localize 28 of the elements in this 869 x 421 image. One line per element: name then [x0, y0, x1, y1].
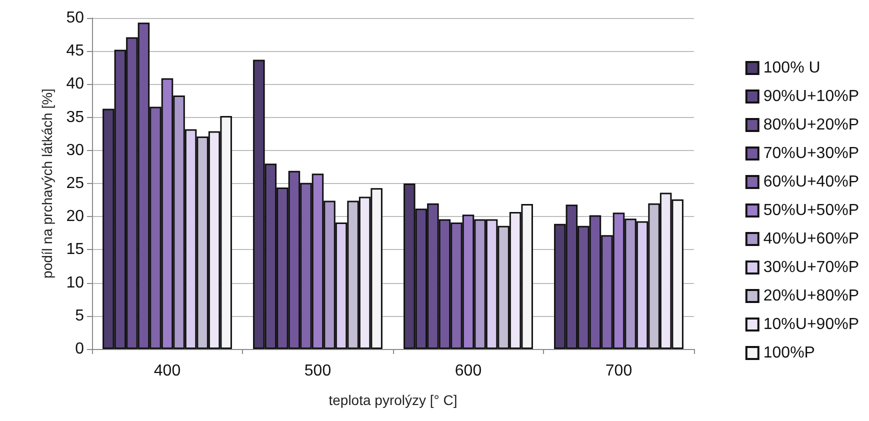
y-tick-label: 50 — [66, 10, 84, 26]
legend-label: 30%U+70%P — [763, 259, 860, 276]
y-tick-label: 20 — [66, 208, 84, 226]
y-tick-label: 45 — [66, 42, 84, 60]
x-tick-label: 600 — [454, 362, 482, 380]
legend-label: 20%U+80%P — [763, 288, 860, 304]
legend-label: 80%U+20%P — [763, 116, 860, 134]
y-tick-label: 0 — [75, 340, 84, 358]
legend-label: 60%U+40%P — [763, 174, 860, 190]
y-tick-label: 15 — [66, 241, 84, 258]
y-tick-label: 40 — [66, 76, 84, 93]
y-tick-label: 25 — [66, 175, 84, 192]
legend-label: 40%U+60%P — [763, 230, 860, 248]
y-tick-label: 35 — [66, 108, 84, 126]
legend-label: 90%U+10%P — [763, 88, 860, 105]
legend-label: 50%U+50%P — [763, 202, 860, 219]
x-tick-label: 500 — [304, 362, 332, 380]
y-tick-label: 30 — [66, 142, 84, 159]
legend-label: 100% U — [763, 60, 820, 76]
legend-label: 70%U+30%P — [763, 145, 860, 162]
legend-label: 100%P — [763, 344, 815, 362]
y-tick-label: 10 — [66, 274, 84, 292]
y-axis-title: podíl na prchavých látkách [%] — [39, 88, 55, 278]
x-tick-label: 400 — [154, 362, 181, 380]
y-tick-label: 5 — [75, 307, 84, 324]
x-axis-title: teplota pyrolýzy [° C] — [328, 392, 458, 408]
legend-label: 10%U+90%P — [763, 316, 860, 333]
x-tick-label: 700 — [605, 362, 632, 380]
